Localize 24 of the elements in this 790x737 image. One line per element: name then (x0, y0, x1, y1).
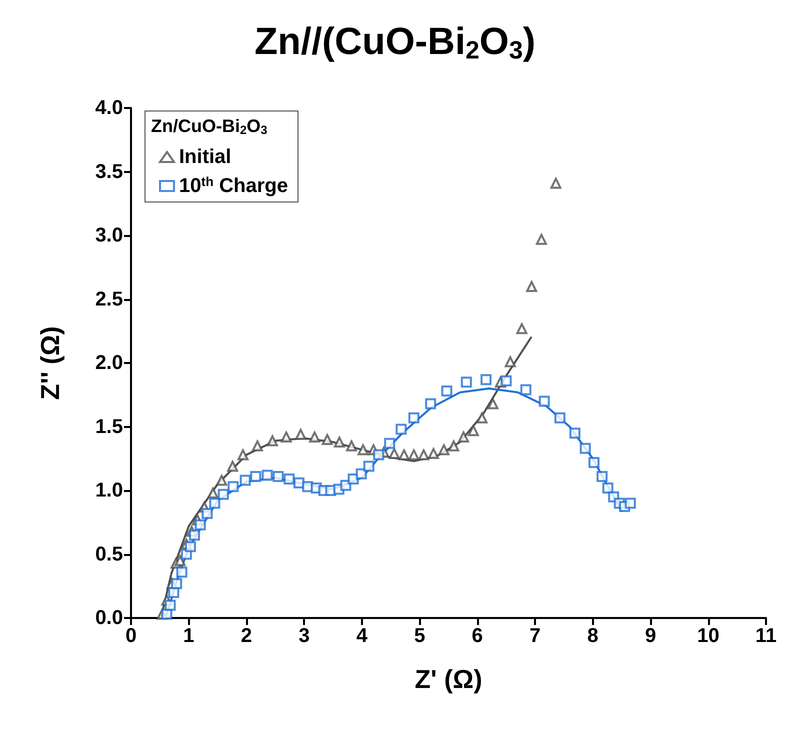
x-axis-title: Z' (Ω) (414, 664, 482, 694)
x-tick-label: 7 (530, 625, 541, 647)
y-tick-label: 0.5 (95, 543, 123, 566)
y-tick-label: 2.5 (95, 288, 123, 310)
x-tick-label: 3 (298, 625, 310, 647)
y-tick-label: 3.5 (95, 160, 123, 183)
y-tick-label: 1.5 (95, 416, 123, 438)
x-tick-label: 0 (125, 625, 137, 647)
y-tick-label: 4.0 (95, 97, 123, 119)
x-tick-label: 9 (644, 625, 656, 647)
x-tick-label: 10 (697, 625, 720, 647)
y-tick-label: 3.0 (95, 224, 123, 246)
x-tick-label: 6 (472, 625, 483, 647)
legend-label: Initial (179, 146, 232, 168)
x-tick-label: 2 (240, 625, 252, 647)
y-axis-title: Z'' (Ω) (35, 326, 65, 400)
x-tick-label: 4 (356, 625, 368, 647)
x-tick-label: 8 (587, 625, 598, 647)
x-tick-label: 11 (755, 625, 777, 647)
y-tick-label: 0.0 (95, 607, 123, 629)
x-tick-label: 5 (414, 625, 426, 647)
y-tick-label: 2.0 (95, 352, 123, 374)
x-tick-label: 1 (183, 625, 194, 647)
y-tick-label: 1.0 (95, 480, 123, 502)
